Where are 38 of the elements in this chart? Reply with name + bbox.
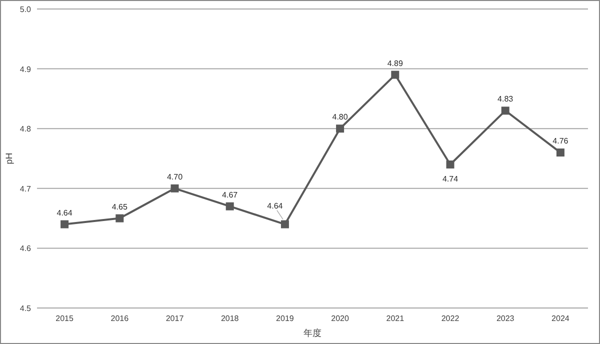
x-tick-label: 2018	[220, 314, 240, 323]
data-label: 4.76	[552, 136, 569, 146]
point	[226, 202, 234, 210]
x-tick-label: 2017	[166, 314, 184, 323]
y-tick-label: 4.8	[20, 124, 32, 134]
y-tick-label: 4.5	[20, 304, 32, 313]
point	[391, 70, 400, 79]
x-tick-label: 2020	[331, 314, 350, 323]
point	[501, 106, 510, 115]
x-tick-label: 2021	[386, 314, 405, 323]
data-label: 4.80	[332, 112, 348, 122]
point	[60, 220, 69, 228]
x-tick-label: 2022	[441, 314, 460, 323]
x-tick-label: 2023	[496, 314, 515, 323]
y-tick-label: 5.0	[20, 5, 32, 14]
y-axis-title: pH	[4, 152, 14, 164]
x-axis-title: 年度	[304, 328, 322, 338]
data-label: 4.65	[112, 202, 128, 212]
data-label: 4.67	[222, 190, 238, 200]
y-tick-label: 4.9	[20, 64, 32, 74]
x-tick-label: 2015	[56, 314, 74, 323]
x-tick-label: 2019	[276, 314, 294, 323]
point	[336, 124, 344, 133]
data-label: 4.64	[56, 208, 73, 218]
data-label: 4.64	[267, 201, 284, 210]
x-tick-label: 2024	[552, 314, 570, 323]
data-label: 4.70	[166, 172, 184, 182]
point	[280, 220, 289, 228]
x-tick-label: 2016	[110, 314, 130, 323]
y-tick-label: 4.6	[20, 244, 32, 254]
y-tick-label: 4.7	[20, 184, 32, 194]
data-label: 4.83	[498, 94, 514, 104]
data-label: 4.74	[442, 174, 459, 184]
point	[556, 148, 564, 157]
point	[116, 214, 124, 222]
point	[446, 160, 454, 168]
point	[170, 184, 179, 192]
data-label: 4.89	[387, 58, 404, 68]
